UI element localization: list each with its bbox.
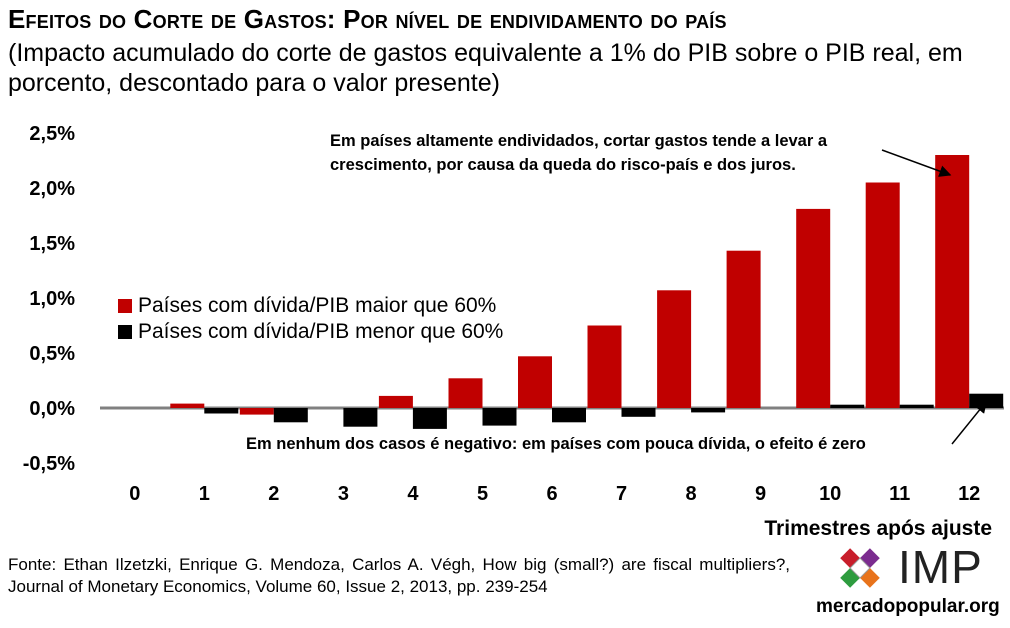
y-tick-label: 0,5% xyxy=(29,343,75,365)
annotation-top-line: Em países altamente endividados, cortar … xyxy=(330,132,828,150)
logo-text: IMP xyxy=(898,541,983,593)
x-tick-label: 9 xyxy=(755,483,766,505)
bar-s1-q10 xyxy=(830,404,865,408)
bar-s0-q11 xyxy=(865,182,900,408)
bar-s0-q7 xyxy=(587,325,622,408)
bar-s0-q5 xyxy=(448,378,483,408)
bar-s1-q6 xyxy=(552,408,586,423)
y-tick-label: 2,5% xyxy=(29,123,75,145)
x-tick-label: 4 xyxy=(407,483,419,505)
x-tick-label: 5 xyxy=(477,483,488,505)
legend-label-s1: Países com dívida/PIB menor que 60% xyxy=(138,320,503,343)
imp-diamond-logo xyxy=(840,548,880,588)
bar-s0-q9 xyxy=(726,250,761,408)
bar-s1-q4 xyxy=(412,408,447,429)
y-tick-label: 1,0% xyxy=(29,288,75,310)
legend-swatch-s1 xyxy=(118,325,132,339)
bar-s0-q8 xyxy=(657,290,692,408)
y-tick-label: 2,0% xyxy=(29,178,75,200)
bar-s0-q4 xyxy=(378,395,413,408)
bar-s0-q12 xyxy=(935,155,970,408)
legend-swatch-s0 xyxy=(118,299,132,313)
x-tick-label: 7 xyxy=(616,483,627,505)
bar-s0-q2 xyxy=(239,408,274,415)
bar-s1-q2 xyxy=(273,408,308,423)
x-tick-label: 6 xyxy=(546,483,557,505)
bar-s1-q8 xyxy=(691,408,726,413)
x-tick-label: 0 xyxy=(129,483,140,505)
bar-s1-q1 xyxy=(204,408,239,414)
x-tick-label: 8 xyxy=(686,483,697,505)
chart-title: Efeitos do Corte de Gastos: Por nível de… xyxy=(8,4,727,34)
bar-s1-q11 xyxy=(899,404,934,408)
legend-label-s0: Países com dívida/PIB maior que 60% xyxy=(138,294,496,317)
x-tick-label: 12 xyxy=(958,483,980,505)
annotation-top-line: crescimento, por causa da queda do risco… xyxy=(330,156,796,174)
bar-s1-q5 xyxy=(482,408,517,426)
y-tick-label: -0,5% xyxy=(23,453,75,475)
logo-site: mercadopopular.org xyxy=(816,596,1000,617)
annotation-bottom-arrow xyxy=(951,400,987,445)
bar-s0-q10 xyxy=(796,208,831,408)
bar-s1-q3 xyxy=(343,408,378,427)
y-tick-label: 1,5% xyxy=(29,233,75,255)
x-tick-label: 3 xyxy=(338,483,349,505)
x-tick-label: 11 xyxy=(889,483,910,505)
x-tick-label: 1 xyxy=(199,483,210,505)
bar-s0-q1 xyxy=(170,403,205,408)
annotation-bottom-line: Em nenhum dos casos é negativo: em paíse… xyxy=(246,435,866,453)
x-axis-title: Trimestres após ajuste xyxy=(764,517,992,540)
y-tick-label: 0,0% xyxy=(29,398,75,420)
source-citation: Fonte: Ethan Ilzetzki, Enrique G. Mendoz… xyxy=(8,555,790,596)
x-tick-label: 10 xyxy=(819,483,841,505)
bar-s1-q7 xyxy=(621,408,656,417)
x-tick-label: 2 xyxy=(268,483,279,505)
annotation-top-arrow xyxy=(881,149,952,177)
chart-subtitle: (Impacto acumulado do corte de gastos eq… xyxy=(8,39,963,97)
bar-s1-q12 xyxy=(969,393,1004,408)
bar-s0-q6 xyxy=(518,356,552,408)
